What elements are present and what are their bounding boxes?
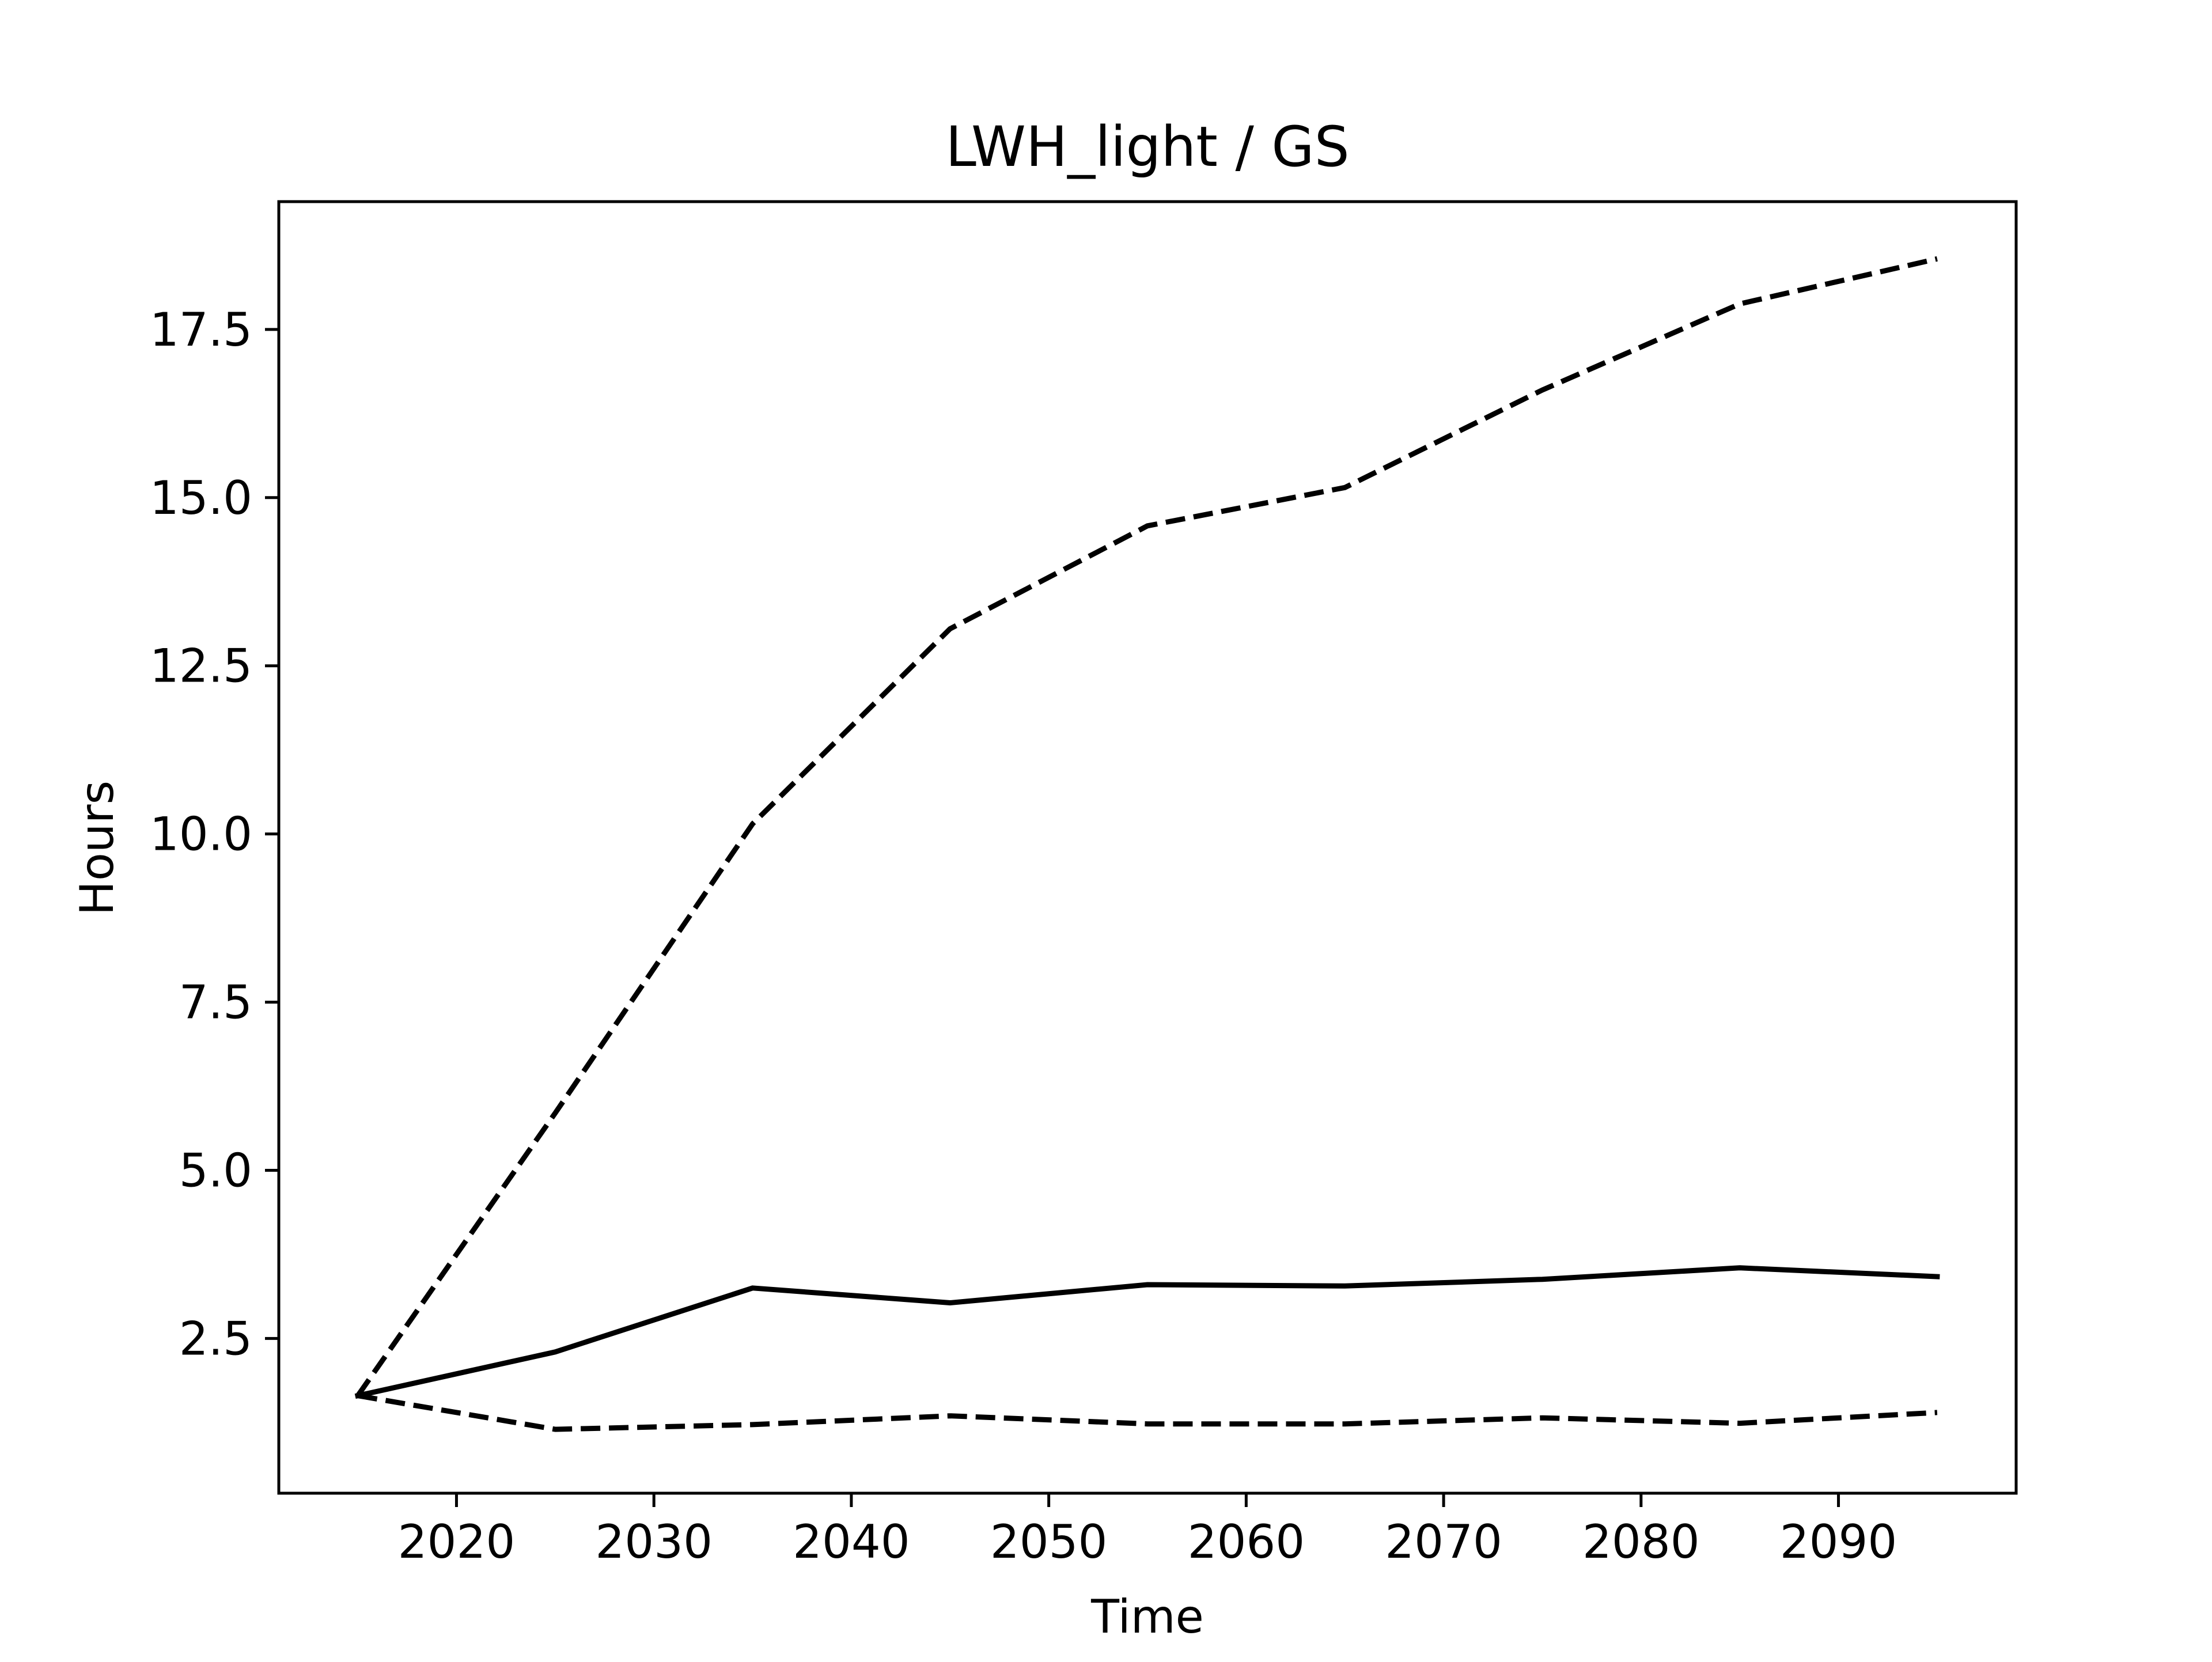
chart-title: LWH_light / GS	[945, 115, 1349, 179]
y-tick-label: 10.0	[150, 808, 252, 861]
x-tick-label: 2060	[1188, 1515, 1305, 1569]
x-tick-label: 2070	[1385, 1515, 1502, 1569]
y-tick-label: 2.5	[179, 1312, 252, 1365]
x-tick-label: 2040	[793, 1515, 910, 1569]
y-tick-label: 12.5	[150, 639, 252, 693]
y-axis-label: Hours	[70, 781, 124, 915]
plot-lines	[354, 256, 1940, 1432]
y-tick-label: 17.5	[150, 303, 252, 357]
x-tick-label: 2090	[1780, 1515, 1897, 1569]
series-line-2	[355, 256, 1938, 1398]
x-axis: 2020 2030 2040 2050 2060 2070 2080 2090	[398, 1493, 1897, 1569]
y-tick-label: 7.5	[179, 976, 252, 1029]
y-tick-label: 5.0	[179, 1144, 252, 1198]
x-tick-label: 2030	[595, 1515, 713, 1569]
x-tick-label: 2050	[990, 1515, 1108, 1569]
series-line-1	[354, 1265, 1940, 1399]
y-tick-label: 15.0	[150, 471, 252, 525]
x-axis-label: Time	[1090, 1590, 1204, 1644]
plot-frame	[277, 200, 2018, 1495]
y-axis: 2.5 5.0 7.5 10.0 12.5 15.0 17.5	[150, 303, 279, 1365]
x-tick-label: 2080	[1582, 1515, 1700, 1569]
x-tick-label: 2020	[398, 1515, 516, 1569]
series-line-3	[357, 1393, 1938, 1432]
